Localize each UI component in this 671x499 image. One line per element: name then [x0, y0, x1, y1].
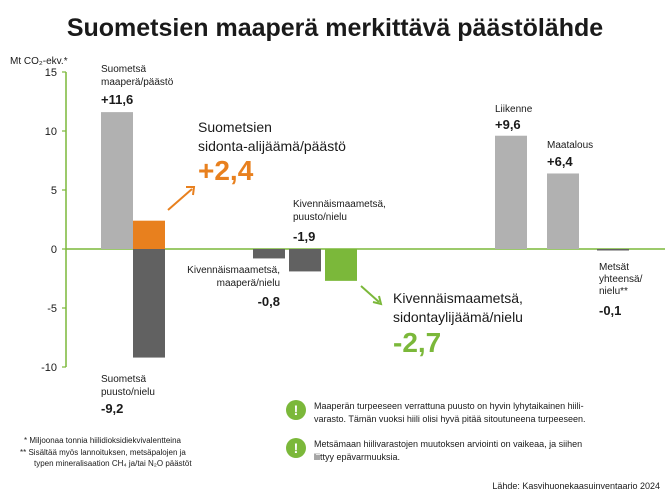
bar-label: puusto/nielu — [101, 387, 155, 398]
bar-label: Kivennäismaametsä, — [187, 265, 280, 276]
bar-kivennais-netto — [325, 249, 357, 281]
footnote: typen mineralisaation CH₄ ja/tai N₂O pää… — [34, 459, 192, 468]
bar-value-label: -2,7 — [393, 327, 441, 358]
exclamation-icon — [286, 400, 306, 420]
source: Lähde: Kasvihuonekaasuinventaario 2024 — [492, 481, 660, 491]
note-text: Metsämaan hiilivarastojen muutoksen arvi… — [314, 439, 582, 449]
chart-title: Suometsien maaperä merkittävä päästölähd… — [67, 14, 603, 42]
bar-value-label: -0,8 — [258, 294, 280, 309]
bar-label: Liikenne — [495, 104, 533, 115]
y-tick-label: 5 — [51, 185, 57, 197]
y-tick-label: -10 — [41, 362, 57, 374]
bar-label: puusto/nielu — [293, 212, 347, 223]
y-tick-label: 15 — [45, 67, 57, 79]
bar-label: Kivennäismaametsä, — [393, 290, 523, 306]
bar-kivennais-puusto — [289, 249, 321, 272]
bar-kivennais-maapera — [253, 249, 285, 259]
bar-value-label: -9,2 — [101, 401, 123, 416]
bar-label: sidonta-alijäämä/päästö — [198, 138, 346, 154]
bar-label: Maatalous — [547, 140, 593, 151]
bar-value-label: +9,6 — [495, 117, 521, 132]
orange-arrow-head — [186, 186, 196, 196]
note-text: Maaperän turpeeseen verrattuna puusto on… — [314, 401, 584, 411]
exclamation-icon — [286, 438, 306, 458]
y-tick-label: 0 — [51, 244, 57, 256]
bar-label: Metsät — [599, 262, 629, 273]
bar-value-label: +2,4 — [198, 155, 254, 186]
bar-label: yhteensä/ — [599, 274, 643, 285]
bar-value-label: -0,1 — [599, 303, 621, 318]
bar-value-label: +11,6 — [101, 92, 133, 107]
bar-label: Suometsä — [101, 374, 146, 385]
bar-maatalous — [547, 173, 579, 249]
y-tick-label: 10 — [45, 126, 57, 138]
bar-label: maaperä/nielu — [217, 278, 280, 289]
orange-arrow — [167, 188, 193, 211]
bar-label: Suometsien — [198, 119, 272, 135]
footnote: ** Sisältää myös lannoituksen, metsäpalo… — [20, 448, 186, 457]
bar-label: nielu** — [599, 286, 628, 297]
footnote: * Miljoonaa tonnia hiilidioksidiekvivale… — [24, 436, 182, 445]
y-axis-label: Mt CO₂-ekv.* — [10, 56, 68, 67]
note-text: liittyy epävarmuuksia. — [314, 452, 400, 462]
bar-suo-puusto — [133, 249, 165, 358]
y-tick-label: -5 — [47, 303, 57, 315]
bar-label: maaperä/päästö — [101, 77, 174, 88]
note-text: varasto. Tämän vuoksi hiili olisi hyvä p… — [314, 414, 586, 424]
exclamation-mark: ! — [294, 402, 299, 418]
note-1: ! Maaperän turpeeseen verrattuna puusto … — [286, 400, 586, 424]
bar-suo-netto — [133, 220, 165, 249]
green-arrow — [360, 285, 380, 303]
bar-labels: Suometsä maaperä/päästö +11,6 Suometsä puust… — [101, 64, 643, 416]
bar-value-label: -1,9 — [293, 229, 315, 244]
green-arrow-head — [372, 295, 383, 306]
bar-suo-maapera — [101, 112, 133, 250]
bar-label: Kivennäismaametsä, — [293, 199, 386, 210]
footnotes: * Miljoonaa tonnia hiilidioksidiekvivale… — [20, 436, 192, 468]
exclamation-mark: ! — [294, 440, 299, 456]
bar-label: sidontaylijäämä/nielu — [393, 309, 523, 325]
bar-liikenne — [495, 135, 527, 249]
bar-metsat-yhteensa — [597, 249, 629, 251]
bars — [101, 112, 629, 358]
bar-value-label: +6,4 — [547, 154, 573, 169]
bar-label: Suometsä — [101, 64, 146, 75]
note-2: ! Metsämaan hiilivarastojen muutoksen ar… — [286, 438, 582, 462]
